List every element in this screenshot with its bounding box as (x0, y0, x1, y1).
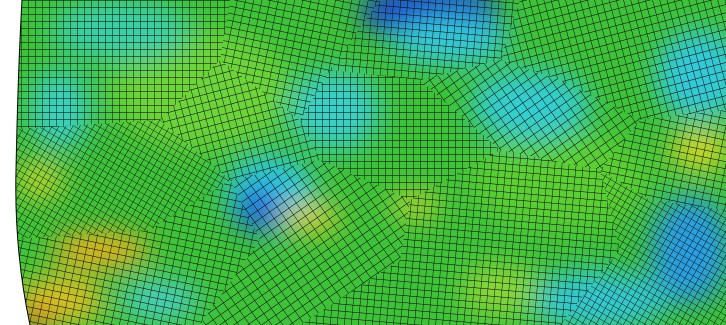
mesh-edge (15, 0, 31, 325)
